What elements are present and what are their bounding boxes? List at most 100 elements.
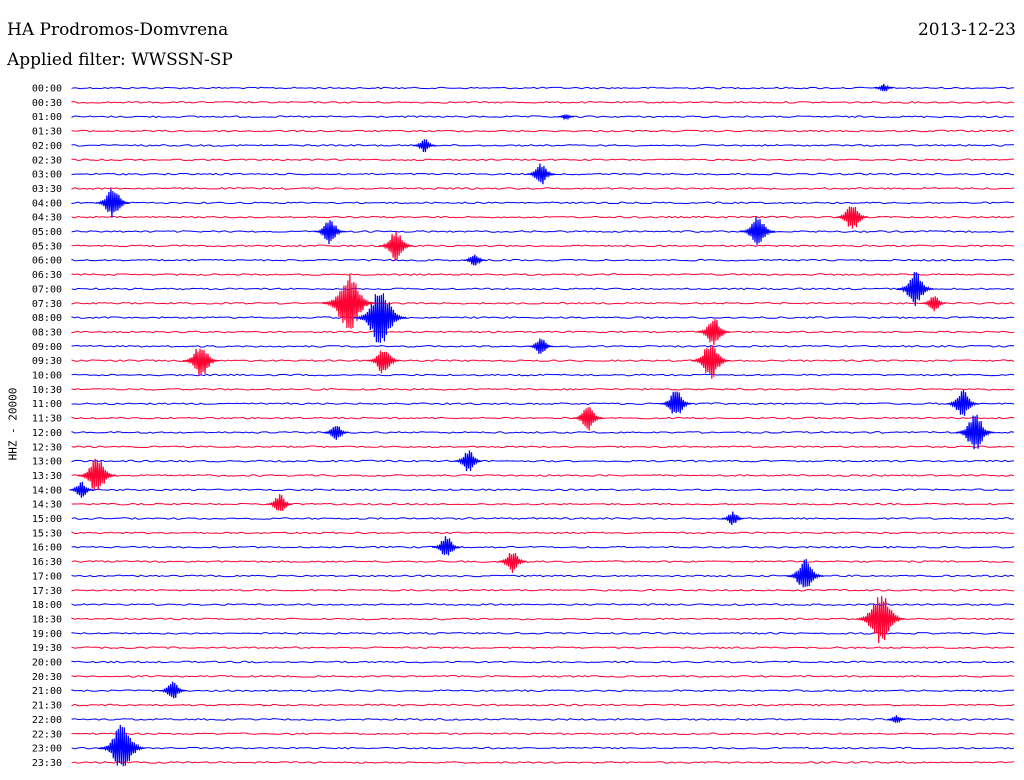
trace-line (71, 416, 1015, 420)
row-time-label: 04:00 (32, 198, 62, 209)
row-time-label: 15:00 (32, 514, 62, 525)
row-time-label: 11:00 (32, 399, 62, 410)
filter-label: Applied filter: WWSSN-SP (7, 50, 233, 70)
trace-line (71, 187, 1015, 190)
trace-line (71, 459, 1015, 463)
row-time-label: 09:00 (32, 342, 62, 353)
trace-line (71, 215, 1015, 219)
trace-line (71, 761, 1015, 764)
row-time-label: 18:00 (32, 600, 62, 611)
seismic-event (322, 274, 376, 329)
trace-line (71, 330, 1015, 334)
record-date: 2013-12-23 (917, 20, 1016, 40)
trace-line (71, 603, 1015, 606)
row-time-label: 06:30 (32, 270, 62, 281)
trace-line (71, 402, 1015, 406)
row-time-label: 07:30 (32, 299, 62, 310)
seismic-event (856, 596, 905, 644)
trace-line (71, 718, 1015, 721)
trace-line (71, 273, 1015, 276)
seismic-event (572, 407, 604, 431)
row-time-label: 19:30 (32, 643, 62, 654)
seismic-event (98, 724, 146, 767)
trace-line (71, 129, 1015, 133)
seismic-event (95, 188, 131, 218)
seismic-event (921, 296, 947, 312)
row-time-label: 12:30 (32, 442, 62, 453)
row-time-label: 20:30 (32, 672, 62, 683)
trace-line (71, 689, 1014, 693)
trace-line (71, 373, 1015, 377)
trace-line (71, 244, 1015, 248)
seismic-event (955, 414, 995, 450)
row-time-label: 23:30 (32, 758, 62, 769)
trace-line (71, 287, 1015, 291)
seismic-event (378, 231, 414, 262)
seismic-event (887, 715, 906, 724)
row-time-label: 17:30 (32, 586, 62, 597)
trace-line (71, 560, 1015, 563)
row-time-label: 12:00 (32, 428, 62, 439)
trace-line (71, 301, 1015, 305)
row-time-label: 04:30 (32, 213, 62, 224)
trace-line (71, 316, 1015, 319)
row-time-label: 21:30 (32, 701, 62, 712)
row-time-label: 13:00 (32, 457, 62, 468)
row-time-label: 06:00 (32, 256, 62, 267)
row-time-label: 11:30 (32, 414, 62, 425)
trace-line (71, 474, 1015, 477)
trace-line (71, 201, 1015, 205)
row-time-label: 13:30 (32, 471, 62, 482)
station-title: HA Prodromos-Domvrena (7, 20, 229, 40)
trace-line (71, 430, 1015, 434)
seismic-event (526, 163, 556, 185)
seismic-event (874, 83, 893, 93)
seismic-event (314, 220, 346, 245)
row-time-label: 19:00 (32, 629, 62, 640)
seismic-event (659, 391, 693, 414)
row-time-label: 21:00 (32, 686, 62, 697)
row-time-label: 03:00 (32, 170, 62, 181)
trace-line (71, 502, 1015, 506)
event-marks (69, 83, 995, 767)
seismic-event (353, 293, 407, 343)
trace-line (71, 746, 1015, 750)
seismic-event (159, 681, 186, 699)
row-time-label: 16:30 (32, 557, 62, 568)
row-time-label: 01:00 (32, 112, 62, 123)
trace-line (71, 101, 1015, 104)
seismic-event (697, 319, 731, 345)
seismic-event (740, 216, 776, 245)
trace-line (71, 359, 1015, 362)
trace-line (71, 158, 1014, 162)
row-time-label: 00:00 (32, 84, 62, 95)
row-time-label: 20:00 (32, 658, 62, 669)
trace-line (71, 732, 1015, 736)
seismic-event (896, 272, 934, 307)
row-time-label: 23:00 (32, 744, 62, 755)
row-time-label: 08:30 (32, 327, 62, 338)
seismic-event (557, 114, 574, 121)
seismic-event (786, 558, 824, 588)
row-time-label: 02:00 (32, 141, 62, 152)
row-time-label: 08:00 (32, 313, 62, 324)
row-labels: 00:00 00:30 01:00 01:30 02:00 02:30 03:00 03:30… (32, 84, 62, 769)
trace-line (71, 545, 1015, 549)
trace-line (71, 86, 1015, 90)
row-time-label: 16:00 (32, 543, 62, 554)
row-time-label: 15:30 (32, 528, 62, 539)
row-time-label: 10:30 (32, 385, 62, 396)
trace-line (71, 445, 1015, 449)
seismic-event (266, 494, 293, 511)
seismic-event (69, 481, 94, 498)
trace-line (71, 574, 1015, 578)
row-time-label: 03:30 (32, 184, 62, 195)
row-time-label: 14:00 (32, 485, 62, 496)
row-time-label: 05:00 (32, 227, 62, 238)
seismic-event (366, 350, 400, 374)
row-time-label: 02:30 (32, 155, 62, 166)
trace-line (71, 531, 1015, 535)
seismic-event (497, 552, 527, 573)
row-time-label: 18:30 (32, 614, 62, 625)
seismic-event (691, 345, 730, 379)
